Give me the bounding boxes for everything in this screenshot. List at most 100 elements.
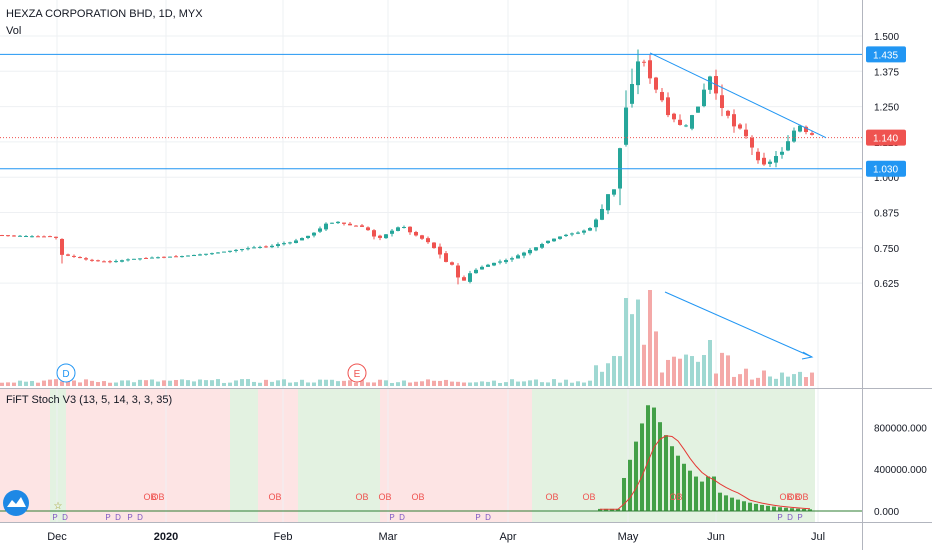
- time-tick-label: Mar: [379, 531, 398, 543]
- candle-body: [306, 235, 310, 238]
- volume-bar: [570, 382, 574, 386]
- volume-bar: [36, 382, 40, 386]
- candle-body: [690, 115, 694, 129]
- candle-body: [144, 257, 148, 259]
- volume-bar: [66, 380, 70, 386]
- candle-body: [198, 254, 202, 256]
- volume-bar: [60, 381, 64, 386]
- candle-body: [180, 256, 184, 258]
- osc-ob-marker: OB: [795, 492, 808, 502]
- candle-body: [480, 266, 484, 270]
- volume-bar: [672, 356, 676, 386]
- volume-bar: [342, 380, 346, 386]
- osc-pd-marker: P: [777, 513, 782, 522]
- candle-body: [576, 232, 580, 234]
- osc-tick-label: 0.000: [874, 507, 899, 518]
- osc-ob-marker: OB: [151, 492, 164, 502]
- volume-bar: [444, 379, 448, 386]
- volume-bar: [384, 380, 388, 386]
- volume-bar: [102, 381, 106, 386]
- price-tick-label: 1.000: [874, 173, 899, 184]
- osc-pd-marker: P: [105, 513, 110, 522]
- time-tick-label: 2020: [154, 531, 178, 543]
- candle-body: [396, 227, 400, 231]
- time-tick-label: Dec: [47, 531, 67, 543]
- osc-bar: [688, 470, 692, 511]
- osc-bar: [712, 476, 716, 511]
- candle-body: [468, 273, 472, 282]
- volume-bar: [606, 363, 610, 386]
- candle-body: [408, 226, 412, 233]
- volume-bar: [324, 379, 328, 386]
- candle-body: [780, 151, 784, 155]
- osc-ob-marker: OB: [411, 492, 424, 502]
- volume-bar: [684, 354, 688, 386]
- candle-body: [42, 236, 46, 238]
- volume-bar: [750, 379, 754, 386]
- candle-body: [750, 137, 754, 148]
- candle-body: [684, 125, 688, 127]
- price-level-tag-label: 1.140: [873, 134, 898, 145]
- osc-pd-marker: D: [137, 513, 143, 522]
- volume-bar: [270, 381, 274, 386]
- volume-bar: [192, 381, 196, 386]
- volume-bar: [0, 382, 4, 386]
- candle-body: [726, 110, 730, 116]
- candle-body: [600, 208, 604, 220]
- osc-bar: [742, 501, 746, 511]
- osc-bar: [784, 507, 788, 511]
- osc-bar: [808, 509, 812, 511]
- candle-body: [156, 257, 160, 259]
- candle-body: [330, 222, 334, 224]
- candle-body: [666, 97, 670, 116]
- candle-body: [768, 161, 772, 164]
- osc-tick-label: 400000.000: [874, 465, 927, 476]
- volume-bar: [732, 376, 736, 386]
- osc-bar: [760, 504, 764, 511]
- candle-body: [90, 259, 94, 261]
- candle-body: [240, 249, 244, 251]
- osc-bar: [778, 507, 782, 511]
- volume-bar: [510, 379, 514, 386]
- volume-bar: [12, 382, 16, 386]
- volume-bar: [516, 381, 520, 386]
- volume-bar: [648, 290, 652, 386]
- volume-bar: [216, 379, 220, 386]
- volume-bar: [612, 355, 616, 386]
- event-marker-label: D: [62, 369, 69, 380]
- candle-body: [138, 258, 142, 260]
- volume-bar: [300, 379, 304, 386]
- osc-ob-marker: OB: [355, 492, 368, 502]
- price-tick-label: 0.625: [874, 279, 899, 290]
- price-trendline: [649, 52, 827, 139]
- candle-body: [282, 243, 286, 245]
- candle-body: [438, 246, 442, 255]
- volume-bar: [186, 380, 190, 386]
- candle-body: [252, 247, 256, 249]
- osc-signal-line: [600, 435, 811, 510]
- candle-body: [0, 235, 4, 237]
- volume-bar: [738, 374, 742, 386]
- volume-bar: [456, 381, 460, 386]
- osc-bg-band: [258, 389, 298, 522]
- osc-bar: [622, 477, 626, 511]
- osc-bar: [610, 508, 614, 511]
- candle-body: [462, 277, 466, 281]
- osc-bar: [604, 508, 608, 511]
- osc-pd-marker: D: [485, 513, 491, 522]
- price-level-tag: [866, 46, 906, 63]
- volume-bar: [720, 352, 724, 386]
- volume-bar: [744, 368, 748, 386]
- osc-bg-band: [66, 389, 230, 522]
- price-tick-label: 1.250: [874, 103, 899, 114]
- osc-bar: [646, 405, 650, 511]
- candle-body: [348, 223, 352, 226]
- volume-bar: [642, 344, 646, 386]
- osc-pd-marker: P: [389, 513, 394, 522]
- volume-bar: [492, 380, 496, 386]
- candle-body: [504, 260, 508, 263]
- volume-bar: [420, 381, 424, 386]
- candle-body: [402, 226, 406, 228]
- volume-bar: [246, 379, 250, 386]
